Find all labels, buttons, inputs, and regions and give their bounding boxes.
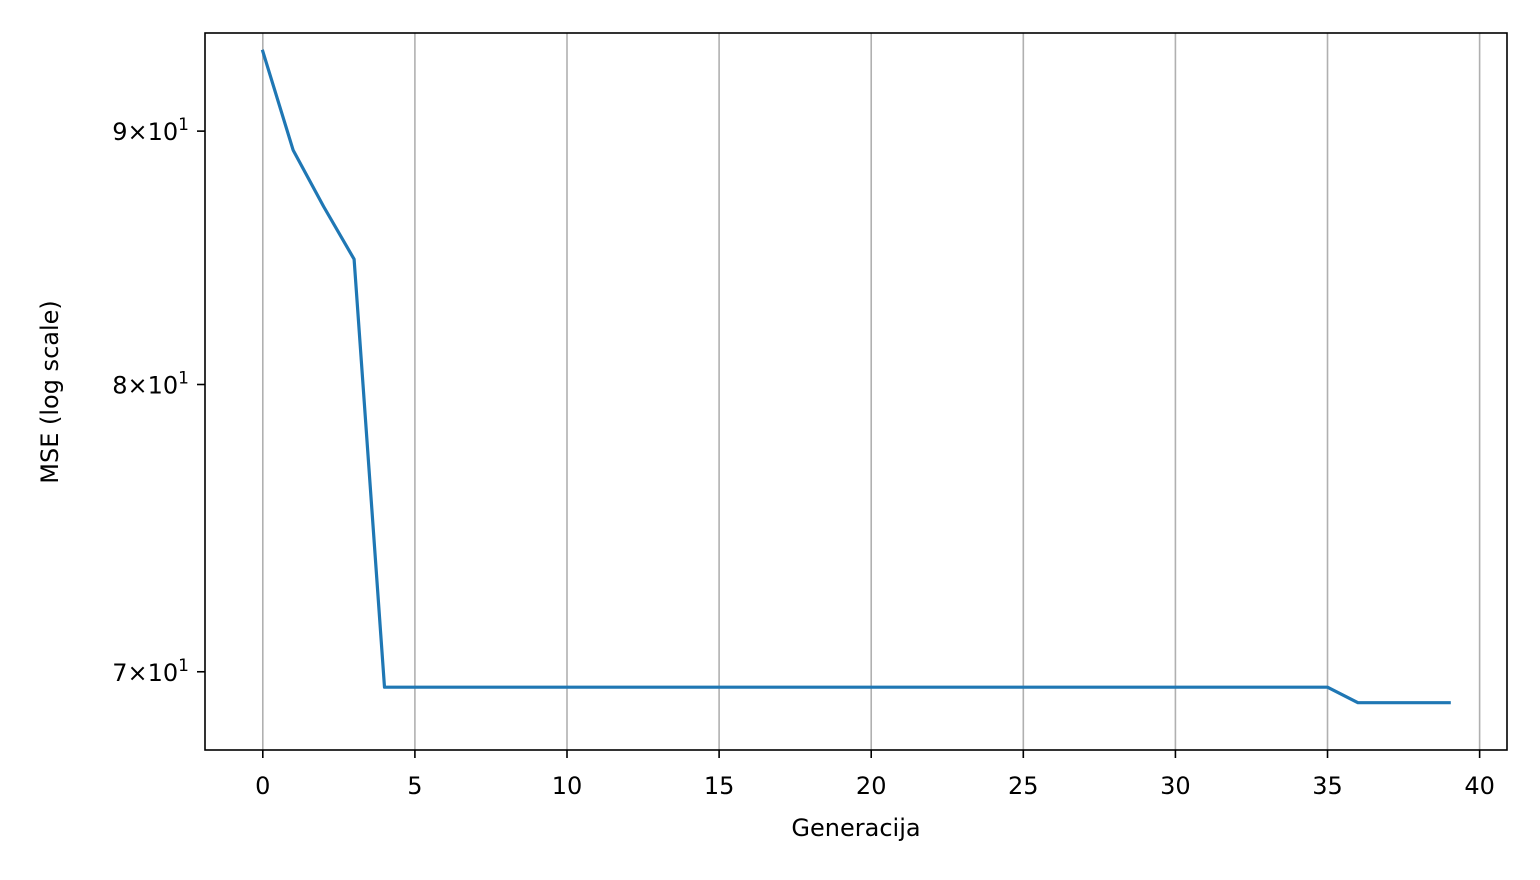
x-tick-label: 30 [1160,772,1191,800]
y-axis-label: MSE (log scale) [36,300,64,484]
x-tick-label: 35 [1312,772,1343,800]
x-axis-ticks: 0 5 10 15 20 25 30 35 40 [255,750,1495,800]
series-group [260,49,1451,705]
y-tick-label: 9×101 [112,115,189,146]
x-axis-label: Generacija [791,814,920,842]
plot-frame [204,32,1508,751]
x-tick-label: 5 [407,772,422,800]
y-tick-label: 8×101 [112,369,189,400]
series-line [260,49,1451,705]
x-tick-label: 25 [1008,772,1039,800]
x-tick-label: 0 [255,772,270,800]
y-tick-label: 7×101 [112,656,189,687]
x-tick-label: 10 [552,772,583,800]
y-axis-ticks: 9×101 8×101 7×101 [112,115,205,687]
x-tick-label: 20 [856,772,887,800]
x-tick-label: 15 [704,772,735,800]
x-tick-label: 40 [1464,772,1495,800]
x-gridlines [261,33,1481,750]
